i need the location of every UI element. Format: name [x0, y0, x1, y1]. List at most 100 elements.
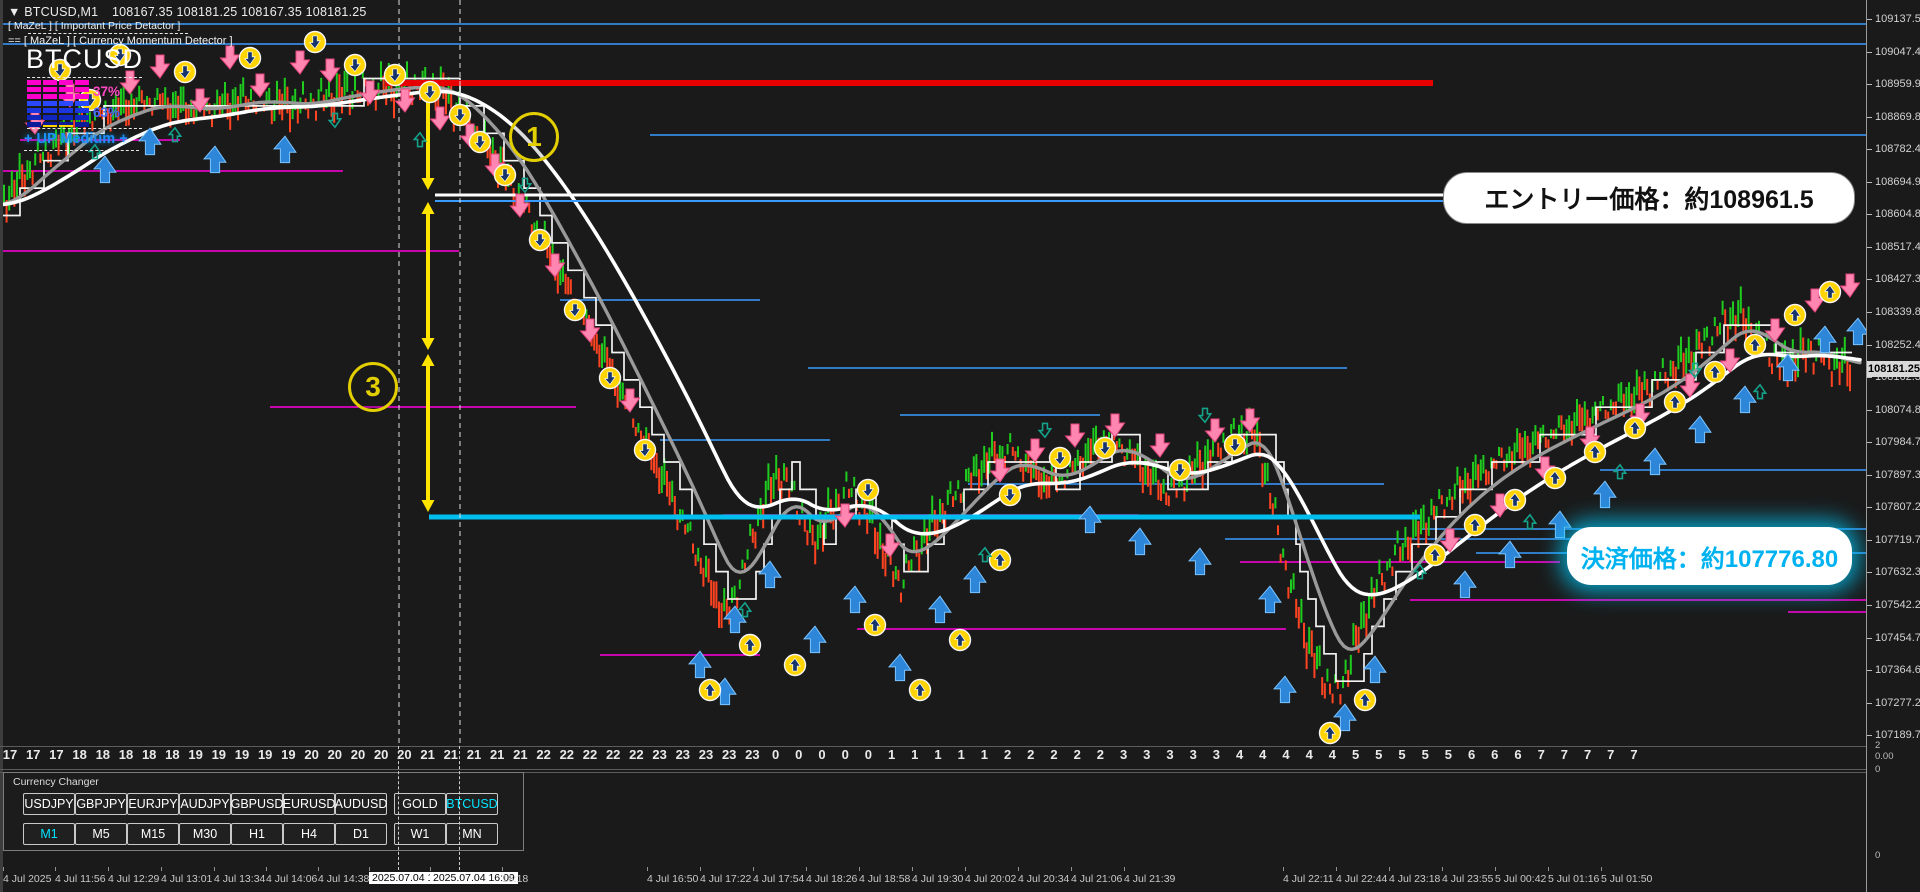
axis-tick-mark [1867, 442, 1872, 443]
momentum-cell [27, 87, 41, 92]
minor-signal-arrow-icon [1752, 383, 1768, 400]
axis-extra-label: 0 [1875, 764, 1881, 775]
symbol-button-eurjpy[interactable]: EURJPY [127, 793, 179, 815]
timeframe-button-w1[interactable]: W1 [394, 823, 446, 845]
hour-label: 18 [95, 747, 111, 762]
datetime-label: 4 Jul 18:26 [806, 873, 858, 885]
hour-label: 0 [771, 747, 780, 762]
timeframe-button-m1[interactable]: M1 [23, 823, 75, 845]
hour-label: 22 [582, 747, 598, 762]
datetime-label: 4 Jul 17:54 [753, 873, 805, 885]
axis-tick-mark [1867, 214, 1872, 215]
hour-label: 7 [1583, 747, 1592, 762]
symbol-button-usdjpy[interactable]: USDJPY [23, 793, 75, 815]
hour-label: 19 [234, 747, 250, 762]
hour-label: 17 [25, 747, 41, 762]
sell-signal-arrow-icon [1104, 413, 1126, 438]
buy-signal-arrow-icon [92, 155, 117, 184]
coin-arrow-glyph [869, 617, 881, 632]
timeframe-button-mn[interactable]: MN [446, 823, 498, 845]
axis-tick-mark [1867, 312, 1872, 313]
axis-extra-label: 0.00 [1875, 751, 1894, 762]
datetime-label: 4 Jul 18:58 [859, 873, 911, 885]
momentum-up-percent: 37% [93, 84, 121, 99]
datetime-label: 4 Jul 22:44 [1336, 873, 1388, 885]
sell-signal-arrow-icon [1064, 423, 1086, 448]
hour-label: 3 [1166, 747, 1174, 762]
date-tick-mark [430, 867, 431, 871]
price-tick-label: 108427.30 [1875, 273, 1920, 285]
buy-signal-arrow-icon [962, 565, 987, 594]
price-axis[interactable]: 109137.50 109047.40 108959.95 108869.85 1087… [1866, 0, 1920, 892]
sell-signal-arrow-icon [834, 503, 856, 528]
date-tick-mark [1283, 867, 1284, 871]
price-tick-label: 108959.95 [1875, 78, 1920, 90]
datetime-label: 4 Jul 16:50 [647, 873, 699, 885]
buy-signal-arrow-icon [1812, 325, 1837, 354]
symbol-button-gbpjpy[interactable]: GBPJPY [75, 793, 127, 815]
momentum-cell [59, 80, 73, 85]
minor-signal-arrow-icon [1412, 563, 1428, 580]
hour-label: 0 [864, 747, 873, 762]
date-tick-mark [1124, 867, 1125, 871]
hour-label: 20 [327, 747, 343, 762]
price-tick-label: 108604.85 [1875, 208, 1920, 220]
date-tick-mark [700, 867, 701, 871]
coin-arrow-glyph [499, 168, 511, 183]
measure-circle-1[interactable]: 1 [509, 112, 559, 162]
buy-signal-arrow-icon [202, 145, 227, 174]
coin-arrow-glyph [1054, 451, 1066, 466]
datetime-axis[interactable]: 4 Jul 2025 4 Jul 11:56 4 Jul 12:29 4 Jul 13… [0, 867, 1866, 892]
date-tick-mark [3, 867, 4, 871]
symbol-timeframe-label: ▼ BTCUSD,M1 [8, 5, 99, 19]
symbol-button-gold[interactable]: GOLD [394, 793, 446, 815]
sell-signal-arrow-icon [289, 50, 311, 75]
hour-label: 3 [1119, 747, 1128, 762]
hour-label: 19 [188, 747, 203, 762]
hour-label: 21 [443, 747, 459, 762]
timeframe-button-m30[interactable]: M30 [179, 823, 231, 845]
timeframe-button-h1[interactable]: H1 [231, 823, 283, 845]
datetime-label: 4 Jul 20:34 [1018, 873, 1070, 885]
price-chart[interactable] [0, 0, 1866, 746]
date-tick-mark [1018, 867, 1019, 871]
momentum-cell [27, 108, 41, 113]
date-tick-mark [1389, 867, 1390, 871]
timeframe-button-m5[interactable]: M5 [75, 823, 127, 845]
timeframe-button-h4[interactable]: H4 [283, 823, 335, 845]
symbol-button-audusd[interactable]: AUDUSD [335, 793, 387, 815]
measure-arrowhead-down [421, 338, 435, 350]
entry-price-label[interactable]: エントリー価格：約108961.5 [1443, 172, 1855, 224]
symbol-button-eurusd[interactable]: EURUSD [283, 793, 335, 815]
hour-label: 7 [1560, 747, 1569, 762]
datetime-label: 4 Jul 2025 [3, 873, 52, 885]
momentum-histogram: 37% 63% [27, 77, 147, 129]
exit-price-label[interactable]: 決済価格：約107776.80 [1567, 527, 1852, 585]
measure-circle-3[interactable]: 3 [348, 362, 398, 412]
coin-arrow-glyph [309, 35, 321, 50]
coin-arrow-glyph [1324, 725, 1336, 740]
timeframe-button-d1[interactable]: D1 [335, 823, 387, 845]
symbol-button-gbpusd[interactable]: GBPUSD [231, 793, 283, 815]
symbol-button-audjpy[interactable]: AUDJPY [179, 793, 231, 815]
coin-arrow-glyph [454, 108, 466, 123]
momentum-cell [43, 87, 57, 92]
minor-signal-arrow-icon [737, 601, 753, 618]
momentum-cell [43, 80, 57, 85]
momentum-cell [75, 87, 89, 92]
coin-arrow-glyph [1359, 692, 1371, 707]
hour-label: 22 [605, 747, 621, 762]
axis-tick-mark [1867, 117, 1872, 118]
axis-tick-mark [1867, 540, 1872, 541]
sell-signal-arrow-icon [1149, 433, 1171, 458]
hour-label: 1 [887, 747, 896, 762]
symbol-button-btcusd[interactable]: BTCUSD [446, 793, 498, 815]
measure-arrowhead-up [421, 354, 435, 366]
buy-signal-arrow-icon [1687, 415, 1712, 444]
price-tick-label: 107189.75 [1875, 729, 1920, 741]
coin-arrow-glyph [1229, 438, 1241, 453]
price-tick-label: 108252.40 [1875, 339, 1920, 351]
hour-label: 2 [1003, 747, 1012, 762]
timeframe-button-m15[interactable]: M15 [127, 823, 179, 845]
buy-signal-arrow-icon [802, 625, 827, 654]
